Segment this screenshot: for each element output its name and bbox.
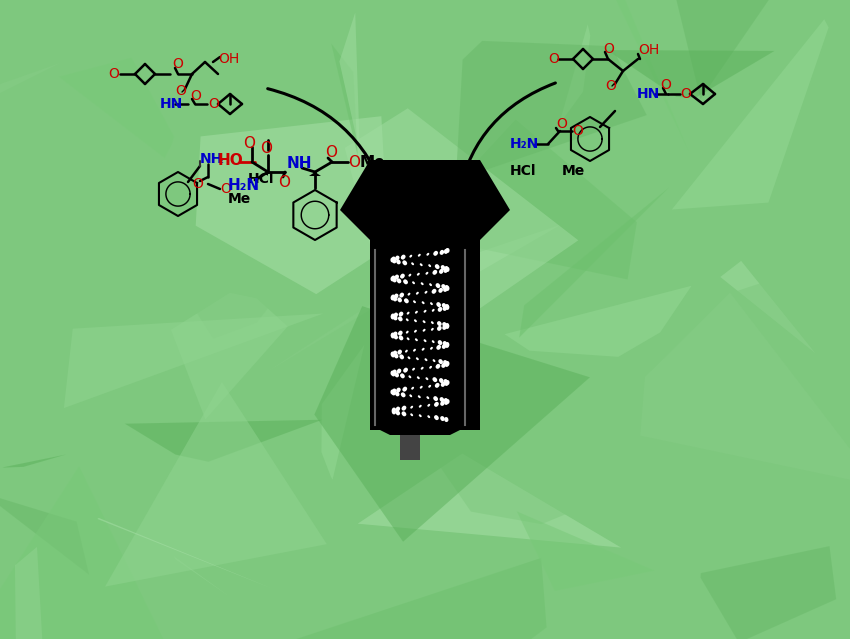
Text: O: O bbox=[172, 57, 183, 71]
Polygon shape bbox=[676, 0, 819, 99]
Polygon shape bbox=[700, 546, 836, 639]
Text: O: O bbox=[260, 141, 272, 155]
Polygon shape bbox=[332, 43, 358, 156]
Polygon shape bbox=[0, 63, 61, 135]
Polygon shape bbox=[607, 50, 774, 98]
Polygon shape bbox=[380, 420, 460, 435]
Text: OH: OH bbox=[638, 43, 660, 57]
Polygon shape bbox=[410, 119, 637, 279]
Text: O: O bbox=[190, 89, 201, 103]
Polygon shape bbox=[309, 172, 321, 176]
Polygon shape bbox=[720, 261, 815, 353]
Polygon shape bbox=[340, 160, 510, 240]
Text: NH: NH bbox=[200, 152, 224, 166]
Polygon shape bbox=[314, 306, 590, 542]
Text: Me: Me bbox=[360, 155, 386, 169]
Polygon shape bbox=[264, 276, 414, 374]
Text: O: O bbox=[175, 84, 186, 98]
Polygon shape bbox=[677, 213, 850, 383]
Polygon shape bbox=[196, 116, 388, 294]
Polygon shape bbox=[519, 188, 669, 337]
Text: Me: Me bbox=[228, 192, 252, 206]
Text: O: O bbox=[660, 78, 671, 92]
Polygon shape bbox=[559, 24, 590, 125]
Text: ₂: ₂ bbox=[218, 153, 223, 166]
Text: O: O bbox=[603, 42, 614, 56]
Text: O: O bbox=[348, 155, 360, 169]
Text: O: O bbox=[243, 135, 255, 151]
Text: HN: HN bbox=[160, 97, 184, 111]
Text: NH: NH bbox=[287, 155, 313, 171]
Polygon shape bbox=[577, 0, 689, 151]
Polygon shape bbox=[171, 293, 287, 419]
Polygon shape bbox=[105, 382, 327, 587]
Text: O: O bbox=[192, 177, 203, 191]
Text: O: O bbox=[208, 97, 219, 111]
Text: O: O bbox=[325, 144, 337, 160]
Polygon shape bbox=[59, 58, 174, 158]
Polygon shape bbox=[456, 41, 647, 180]
Text: H₂N: H₂N bbox=[510, 137, 539, 151]
Polygon shape bbox=[640, 293, 850, 486]
Polygon shape bbox=[672, 19, 829, 210]
Text: O: O bbox=[108, 67, 119, 81]
Polygon shape bbox=[173, 556, 231, 598]
Polygon shape bbox=[517, 511, 654, 591]
FancyBboxPatch shape bbox=[370, 240, 480, 430]
Polygon shape bbox=[339, 13, 360, 153]
Text: H₂N: H₂N bbox=[228, 178, 260, 192]
Polygon shape bbox=[64, 314, 324, 408]
FancyBboxPatch shape bbox=[400, 435, 420, 460]
Polygon shape bbox=[345, 108, 578, 363]
Text: O: O bbox=[605, 79, 616, 93]
Text: O: O bbox=[278, 174, 290, 190]
Polygon shape bbox=[297, 558, 547, 639]
Polygon shape bbox=[0, 493, 89, 575]
Polygon shape bbox=[321, 345, 365, 480]
Polygon shape bbox=[706, 254, 850, 442]
Polygon shape bbox=[3, 454, 66, 468]
Text: HCl: HCl bbox=[510, 164, 536, 178]
Polygon shape bbox=[125, 420, 322, 462]
Polygon shape bbox=[149, 238, 276, 338]
Polygon shape bbox=[439, 225, 560, 295]
Text: O: O bbox=[220, 182, 231, 196]
Polygon shape bbox=[505, 286, 692, 357]
Text: O: O bbox=[680, 87, 691, 101]
Text: O: O bbox=[548, 52, 558, 66]
Text: O: O bbox=[572, 124, 583, 138]
Polygon shape bbox=[15, 547, 47, 639]
Text: HCl: HCl bbox=[248, 172, 275, 186]
Text: Me: Me bbox=[562, 164, 586, 178]
Polygon shape bbox=[0, 466, 169, 639]
Polygon shape bbox=[513, 352, 530, 354]
Text: HN: HN bbox=[637, 87, 660, 101]
Text: HO: HO bbox=[218, 153, 244, 167]
Polygon shape bbox=[97, 518, 276, 590]
Text: OH: OH bbox=[218, 52, 239, 66]
Polygon shape bbox=[411, 425, 594, 524]
Polygon shape bbox=[358, 454, 621, 548]
Text: O: O bbox=[556, 117, 567, 131]
